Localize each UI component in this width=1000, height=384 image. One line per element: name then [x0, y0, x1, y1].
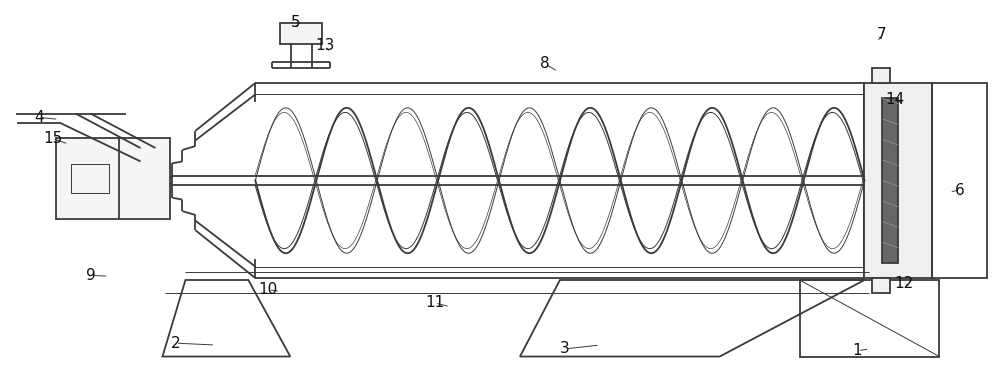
Text: 4: 4	[34, 110, 43, 125]
Bar	[280, 23, 322, 44]
Bar	[882, 98, 898, 263]
Text: 8: 8	[540, 56, 550, 71]
Text: 10: 10	[259, 282, 278, 297]
Bar	[932, 83, 987, 278]
Text: 1: 1	[853, 343, 862, 358]
Text: 11: 11	[425, 295, 445, 310]
Bar	[872, 278, 890, 293]
Text: 12: 12	[895, 276, 914, 291]
Text: 13: 13	[316, 38, 335, 53]
Bar	[864, 83, 932, 278]
Bar	[872, 68, 890, 83]
Text: 9: 9	[86, 268, 95, 283]
Text: 5: 5	[290, 15, 300, 30]
Bar	[71, 164, 109, 193]
Text: 6: 6	[954, 182, 964, 198]
Text: 7: 7	[877, 27, 886, 42]
Text: 15: 15	[43, 131, 62, 146]
Bar	[56, 139, 170, 219]
Text: 2: 2	[171, 336, 180, 351]
Text: 3: 3	[560, 341, 570, 356]
Text: 14: 14	[885, 92, 904, 107]
